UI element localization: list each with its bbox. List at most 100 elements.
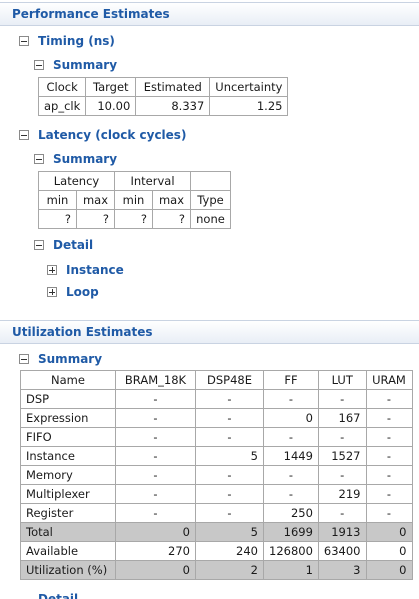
collapse-icon[interactable] — [34, 60, 44, 70]
row-name-cell: Instance — [20, 446, 116, 466]
table-cell: - — [115, 408, 196, 428]
table-row: FIFO - - - - - — [20, 427, 413, 447]
latency-header-type: Type — [190, 190, 231, 210]
table-row: Expression - -0 167- — [20, 408, 413, 428]
timing-summary-node[interactable]: Summary — [34, 58, 117, 72]
collapse-icon[interactable] — [34, 240, 44, 250]
table-cell: - — [365, 465, 413, 485]
table-cell: 167 — [317, 408, 367, 428]
table-cell: - — [365, 427, 413, 447]
latency-header-max: max — [76, 190, 115, 210]
table-cell: - — [115, 427, 196, 447]
row-name-cell: Expression — [20, 408, 116, 428]
timing-table: Clock Target Estimated Uncertainty ap_cl… — [37, 77, 289, 116]
collapse-icon[interactable] — [34, 154, 44, 164]
table-cell: 219 — [317, 484, 367, 504]
table-row: Available 270 240 126800 63400 0 — [20, 541, 413, 561]
latency-detail-node[interactable]: Detail — [34, 238, 93, 252]
util-header-ff: FF — [263, 370, 319, 390]
blank-group-header — [190, 171, 231, 191]
table-cell: 0 — [263, 408, 319, 428]
row-name-cell: Available — [20, 541, 116, 561]
row-name-cell: Memory — [20, 465, 116, 485]
timing-label: Timing (ns) — [38, 34, 115, 48]
table-row: DSP - - - - - — [20, 389, 413, 409]
table-cell: 1913 — [317, 522, 367, 542]
performance-estimates-header[interactable]: Performance Estimates — [0, 2, 419, 26]
row-name-cell: Utilization (%) — [20, 560, 116, 580]
performance-estimates-title: Performance Estimates — [12, 7, 170, 21]
interval-header-min: min — [114, 190, 153, 210]
table-cell: none — [190, 209, 231, 229]
table-cell: 5 — [195, 522, 264, 542]
row-name-cell: Total — [20, 522, 116, 542]
table-cell: 2 — [195, 560, 264, 580]
table-cell: 250 — [263, 503, 319, 523]
utilization-estimates-title: Utilization Estimates — [12, 325, 153, 339]
instance-label: Instance — [66, 263, 124, 277]
latency-node[interactable]: Latency (clock cycles) — [19, 128, 186, 142]
table-cell: - — [195, 503, 264, 523]
interval-group-header: Interval — [114, 171, 191, 191]
latency-label: Latency (clock cycles) — [38, 128, 187, 142]
table-cell: 0 — [115, 560, 196, 580]
table-row: ? ? ? ? none — [38, 209, 231, 229]
util-header-uram: URAM — [365, 370, 413, 390]
timing-summary-label: Summary — [53, 58, 118, 72]
timing-node[interactable]: Timing (ns) — [19, 34, 115, 48]
row-name-cell: DSP — [20, 389, 116, 409]
latency-table: Latency Interval min max min max Type ? … — [38, 171, 231, 229]
instance-node[interactable]: Instance — [47, 263, 124, 277]
collapse-icon[interactable] — [19, 130, 29, 140]
table-cell: - — [115, 503, 196, 523]
table-cell: 3 — [317, 560, 367, 580]
table-cell: ? — [152, 209, 191, 229]
table-row: Register - -250- - — [20, 503, 413, 523]
table-cell: 0 — [365, 560, 413, 580]
table-cell: 0 — [365, 522, 413, 542]
loop-node[interactable]: Loop — [47, 285, 99, 299]
table-cell: 1449 — [263, 446, 319, 466]
table-cell: 1 — [263, 560, 319, 580]
utilization-detail-node-partial[interactable]: Detail — [19, 592, 78, 599]
latency-detail-label: Detail — [53, 238, 94, 252]
table-row: Instance -5 1449 1527- — [20, 446, 413, 466]
table-cell: - — [115, 484, 196, 504]
utilization-summary-node[interactable]: Summary — [19, 352, 102, 366]
table-cell: - — [365, 484, 413, 504]
table-cell: 270 — [115, 541, 196, 561]
util-header-lut: LUT — [317, 370, 367, 390]
table-cell: 0 — [115, 522, 196, 542]
table-cell: - — [195, 427, 264, 447]
expand-icon[interactable] — [47, 287, 57, 297]
table-cell: - — [317, 389, 367, 409]
table-cell: 1527 — [317, 446, 367, 466]
table-cell: 1.25 — [209, 96, 289, 116]
collapse-icon[interactable] — [19, 354, 29, 364]
utilization-detail-label: Detail — [38, 592, 79, 599]
loop-label: Loop — [66, 285, 99, 299]
table-cell: - — [195, 408, 264, 428]
table-cell: ? — [38, 209, 77, 229]
table-cell: - — [317, 503, 367, 523]
table-cell: - — [263, 389, 319, 409]
table-cell: 5 — [195, 446, 264, 466]
table-cell: - — [263, 465, 319, 485]
table-cell: - — [365, 446, 413, 466]
table-cell: - — [195, 484, 264, 504]
table-cell: - — [195, 465, 264, 485]
utilization-estimates-header[interactable]: Utilization Estimates — [0, 320, 419, 344]
table-cell: 63400 — [317, 541, 367, 561]
table-cell: 8.337 — [135, 96, 211, 116]
table-cell: 0 — [365, 541, 413, 561]
collapse-icon[interactable] — [19, 36, 29, 46]
table-cell: 1699 — [263, 522, 319, 542]
timing-header-estimated: Estimated — [135, 77, 211, 97]
row-name-cell: Register — [20, 503, 116, 523]
table-cell: ? — [76, 209, 115, 229]
latency-summary-node[interactable]: Summary — [34, 152, 117, 166]
util-header-dsp: DSP48E — [195, 370, 264, 390]
utilization-table: Name BRAM_18K DSP48E FF LUT URAM DSP - - - -… — [20, 370, 413, 580]
table-cell: 240 — [195, 541, 264, 561]
expand-icon[interactable] — [47, 265, 57, 275]
